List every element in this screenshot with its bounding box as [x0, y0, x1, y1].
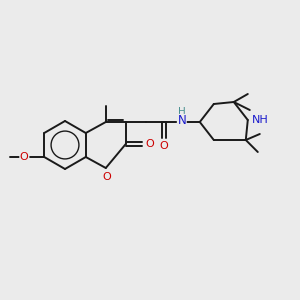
Text: H: H	[178, 107, 186, 117]
Text: O: O	[20, 152, 28, 162]
Text: N: N	[177, 115, 186, 128]
Text: NH: NH	[251, 115, 268, 125]
Text: O: O	[102, 172, 111, 182]
Text: O: O	[159, 141, 168, 151]
Text: O: O	[146, 139, 154, 149]
